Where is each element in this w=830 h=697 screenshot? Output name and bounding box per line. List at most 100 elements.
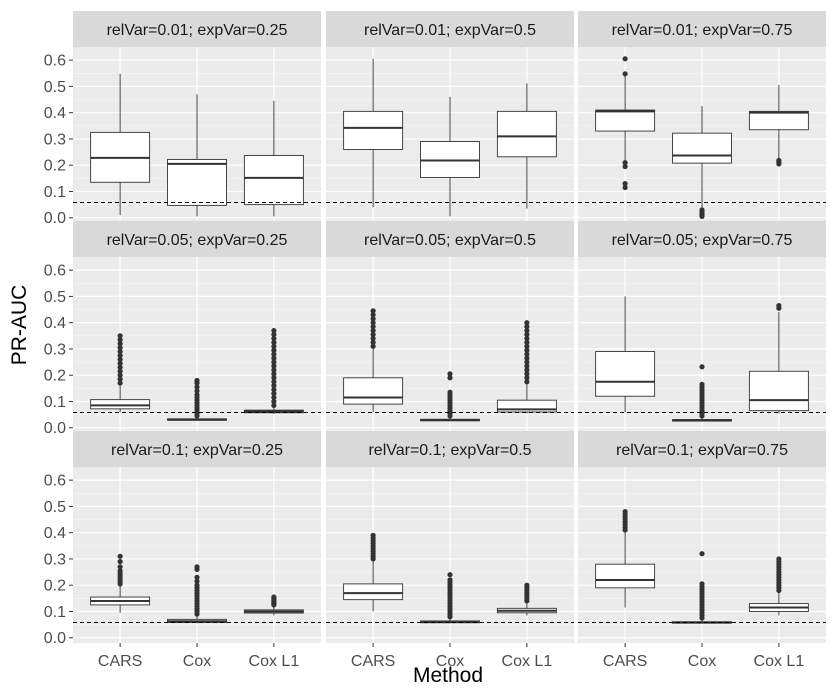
outlier-point [524, 367, 530, 373]
outlier-point [622, 71, 628, 77]
box-iqr [343, 583, 404, 601]
outlier-point [622, 509, 628, 515]
outlier-point [271, 402, 277, 409]
x-tick-label: Cox [436, 653, 464, 670]
facet-strip [326, 221, 574, 257]
facet-title: relVar=0.1; expVar=0.25 [111, 442, 283, 459]
box-cox [420, 371, 480, 422]
box-cars [90, 553, 151, 613]
outlier-point [271, 387, 277, 393]
facet-strip [326, 11, 574, 47]
box-iqr [343, 110, 404, 150]
outlier-point [271, 351, 277, 357]
x-tick-label: CARS [603, 653, 647, 670]
y-tick-label: 0.5 [44, 79, 66, 96]
y-tick-label: 0.4 [44, 525, 66, 542]
box-cars [595, 56, 656, 191]
outlier-point [117, 568, 123, 574]
outlier-point [117, 564, 123, 570]
box-iqr [496, 399, 557, 413]
y-tick-label: 0.5 [44, 289, 66, 306]
box-cox [167, 377, 227, 421]
outlier-point [524, 375, 530, 381]
box-iqr [595, 351, 656, 397]
outlier-point [117, 352, 123, 359]
box-cox-l1 [496, 320, 557, 414]
box-cox [672, 106, 732, 220]
box-cox-l1 [748, 302, 809, 414]
outlier-point [447, 577, 453, 583]
outlier-point [524, 355, 530, 361]
outlier-point [699, 551, 705, 557]
outlier-point [776, 556, 782, 562]
outlier-point [271, 394, 277, 401]
box-iqr [595, 109, 656, 132]
outlier-point [524, 335, 530, 342]
y-tick-label: 0.3 [44, 341, 66, 358]
y-tick-label: 0.0 [44, 630, 66, 647]
box-cox [420, 96, 480, 217]
outlier-point [271, 379, 277, 385]
outlier-point [370, 308, 376, 314]
outlier-point [370, 339, 376, 345]
outlier-point [271, 375, 277, 381]
box-iqr [343, 377, 404, 405]
facet-strip [326, 431, 574, 467]
outlier-point [370, 324, 376, 330]
box-cox-l1 [496, 582, 557, 616]
outlier-point [370, 532, 376, 538]
outlier-point [524, 343, 530, 349]
outlier-point [194, 564, 200, 570]
box-cars [90, 333, 151, 412]
facet-panel: relVar=0.1; expVar=0.25 [73, 431, 321, 643]
x-tick-label: CARS [351, 653, 395, 670]
outlier-point [194, 574, 200, 580]
outlier-point [117, 333, 123, 339]
outlier-point [194, 392, 200, 398]
box-iqr [595, 563, 656, 589]
box-cars [90, 73, 151, 216]
facet-panel: relVar=0.05; expVar=0.75 [578, 221, 826, 433]
outlier-point [271, 331, 277, 338]
box-cox [167, 564, 227, 624]
box-cars [343, 532, 404, 612]
box-iqr [167, 158, 227, 206]
facet-strip [73, 221, 321, 257]
outlier-point [271, 335, 277, 342]
outlier-point [622, 180, 628, 187]
facet-title: relVar=0.05; expVar=0.25 [107, 232, 288, 249]
outlier-point [117, 558, 123, 565]
x-tick-label: Cox [688, 653, 716, 670]
outlier-point [370, 316, 376, 322]
outlier-point [271, 398, 277, 405]
outlier-point [370, 343, 376, 349]
outlier-point [194, 384, 200, 390]
y-tick-label: 0.1 [44, 604, 66, 621]
box-iqr [243, 155, 304, 206]
box-cox-l1 [243, 327, 304, 415]
outlier-point [194, 388, 200, 394]
x-tick-label: Cox [183, 653, 211, 670]
box-cox-l1 [748, 556, 809, 616]
outlier-point [524, 371, 530, 377]
box-cox-l1 [243, 594, 304, 616]
outlier-point [524, 582, 530, 588]
facet-title: relVar=0.05; expVar=0.75 [612, 232, 793, 249]
box-cox [672, 364, 732, 422]
y-tick-label: 0.3 [44, 131, 66, 148]
outlier-point [271, 355, 277, 361]
outlier-point [699, 213, 705, 220]
facet-panel: relVar=0.01; expVar=0.5 [326, 11, 574, 223]
y-axis-title: PR-AUC [8, 285, 31, 366]
outlier-point [524, 359, 530, 365]
outlier-point [271, 359, 277, 365]
facet-panel: relVar=0.01; expVar=0.75 [578, 11, 826, 223]
outlier-point [447, 375, 453, 381]
x-tick-label: Cox L1 [502, 653, 553, 670]
outlier-point [117, 341, 123, 347]
outlier-point [271, 594, 277, 600]
outlier-point [271, 390, 277, 397]
box-cars [595, 296, 656, 412]
outlier-point [271, 383, 277, 389]
